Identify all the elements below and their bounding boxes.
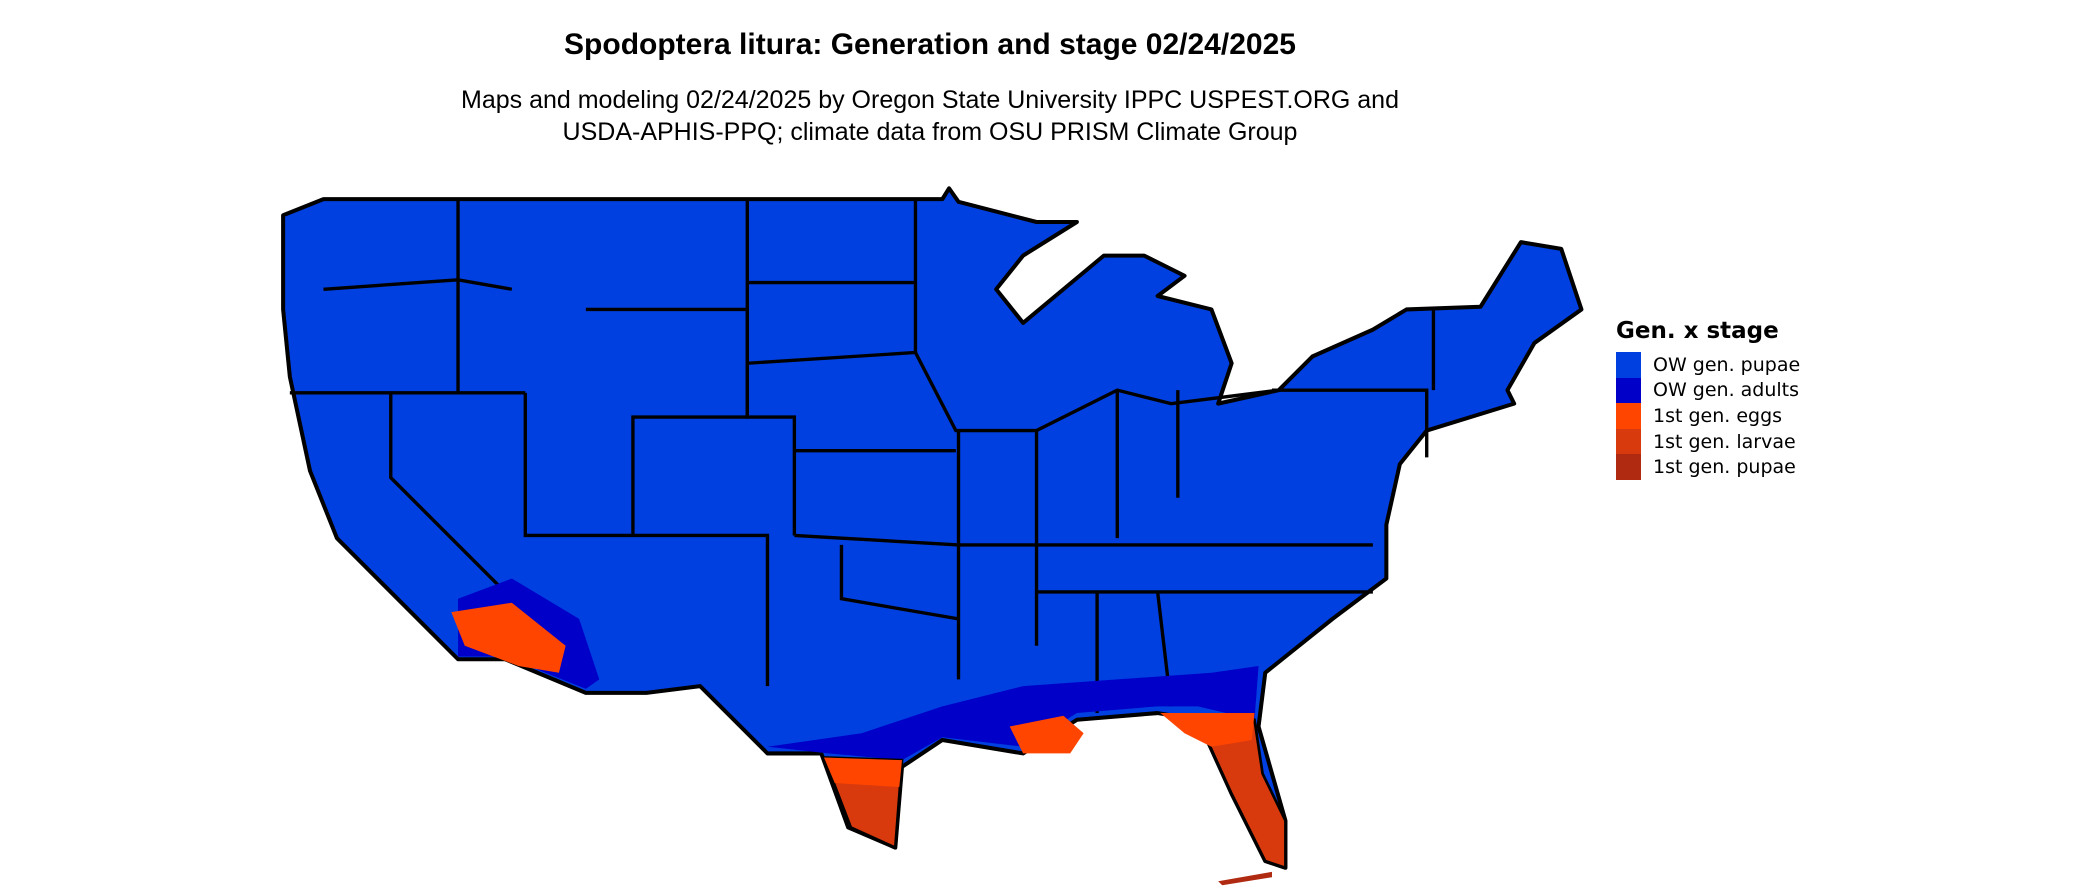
texas-1st-gen-eggs (823, 757, 903, 788)
legend-label: OW gen. adults (1653, 379, 1800, 402)
legend-label: 1st gen. pupae (1653, 456, 1796, 479)
legend: Gen. x stage OW gen. pupae OW gen. adult… (1616, 318, 1800, 480)
legend-swatch (1616, 403, 1641, 429)
conus-ow-pupae-region (281, 186, 1584, 870)
legend-item: OW gen. pupae (1616, 352, 1800, 378)
legend-label: 1st gen. larvae (1653, 430, 1796, 453)
legend-swatch (1616, 454, 1641, 480)
legend-title: Gen. x stage (1616, 318, 1779, 344)
gulf-ow-adults-band (767, 665, 1259, 761)
florida-keys-1st-gen-pupae (1218, 871, 1272, 886)
legend-item: 1st gen. pupae (1616, 454, 1800, 480)
map-title: Spodoptera litura: Generation and stage … (564, 28, 1296, 61)
legend-item: 1st gen. eggs (1616, 403, 1800, 429)
map-subtitle-line1: Maps and modeling 02/24/2025 by Oregon S… (461, 86, 1399, 114)
map-subtitle-line2: USDA-APHIS-PPQ; climate data from OSU PR… (562, 118, 1298, 146)
louisiana-1st-gen-region (1009, 715, 1084, 754)
legend-label: OW gen. pupae (1653, 353, 1801, 376)
florida-1st-gen-eggs (1160, 713, 1255, 747)
legend-swatch (1616, 428, 1641, 455)
legend-swatch (1616, 352, 1641, 378)
legend-item: OW gen. adults (1616, 377, 1800, 404)
legend-swatch (1616, 377, 1641, 404)
legend-label: 1st gen. eggs (1653, 404, 1783, 427)
state-boundaries (289, 199, 1436, 714)
florida-1st-gen-region (1195, 718, 1287, 870)
legend-item: 1st gen. larvae (1616, 428, 1800, 455)
arizona-1st-gen-region (451, 602, 566, 673)
